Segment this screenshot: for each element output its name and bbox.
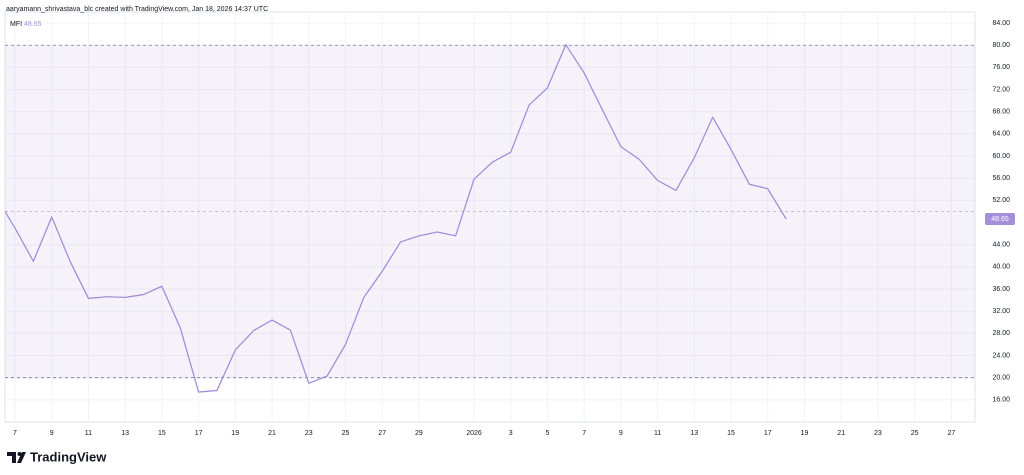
x-tick-label: 27 (947, 430, 955, 437)
y-tick-label: 44.00 (992, 242, 1010, 249)
x-tick-label: 25 (342, 430, 350, 437)
legend-value: 48.65 (24, 21, 42, 28)
x-tick-label: 15 (158, 430, 166, 437)
mfi-line (5, 44, 787, 393)
x-tick-label: 3 (509, 430, 513, 437)
plot (5, 44, 787, 393)
x-tick-label: 29 (415, 430, 423, 437)
x-tick-label: 15 (727, 430, 735, 437)
x-tick-label: 19 (801, 430, 809, 437)
axes: 16.00 20.00 24.00 28.00 32.00 36.00 40.00 44.00… (13, 20, 1015, 437)
y-tick-label: 68.00 (992, 109, 1010, 116)
y-tick-label: 24.00 (992, 352, 1010, 359)
y-tick-label: 64.00 (992, 131, 1010, 138)
y-tick-label: 72.00 (992, 86, 1010, 93)
x-tick-label: 25 (911, 430, 919, 437)
y-tick-label: 36.00 (992, 286, 1010, 293)
y-tick-label: 60.00 (992, 153, 1010, 160)
y-tick-label: 52.00 (992, 197, 1010, 204)
brand-logo (7, 452, 26, 463)
y-tick-label: 32.00 (992, 308, 1010, 315)
x-tick-label: 17 (195, 430, 203, 437)
y-tick-label: 20.00 (992, 375, 1010, 382)
y-tick-label: 76.00 (992, 64, 1010, 71)
x-tick-label: 23 (874, 430, 882, 437)
x-tick-label: 17 (764, 430, 772, 437)
x-tick-label: 7 (582, 430, 586, 437)
x-tick-label: 21 (268, 430, 276, 437)
y-tick-label: 84.00 (992, 20, 1010, 27)
y-tick-label: 40.00 (992, 264, 1010, 271)
x-tick-label: 13 (121, 430, 129, 437)
x-tick-label: 9 (619, 430, 623, 437)
x-tick-label: 11 (85, 430, 92, 437)
x-tick-label: 21 (837, 430, 845, 437)
x-tick-label: 5 (545, 430, 549, 437)
plot-area (4, 11, 976, 423)
y-tick-label: 16.00 (992, 397, 1010, 404)
bands (5, 44, 975, 379)
attribution: aaryamann_shrivastava_blc created with T… (6, 6, 268, 13)
legend-name: MFI (10, 21, 22, 28)
last-value-label: 48.65 (991, 216, 1009, 223)
band-fill (5, 45, 975, 378)
x-tick-label: 27 (378, 430, 386, 437)
x-tick-label: 19 (231, 430, 239, 437)
x-tick-label: 2026 (466, 430, 482, 437)
y-tick-label: 56.00 (992, 175, 1010, 182)
y-tick-label: 28.00 (992, 330, 1010, 337)
x-tick-label: 11 (654, 430, 661, 437)
x-tick-label: 7 (13, 430, 17, 437)
x-tick-label: 9 (50, 430, 54, 437)
y-tick-label: 80.00 (992, 42, 1010, 49)
brand-name: TradingView (30, 449, 107, 464)
last-value-tag (985, 212, 1015, 225)
x-tick-label: 23 (305, 430, 313, 437)
x-tick-label: 13 (690, 430, 698, 437)
